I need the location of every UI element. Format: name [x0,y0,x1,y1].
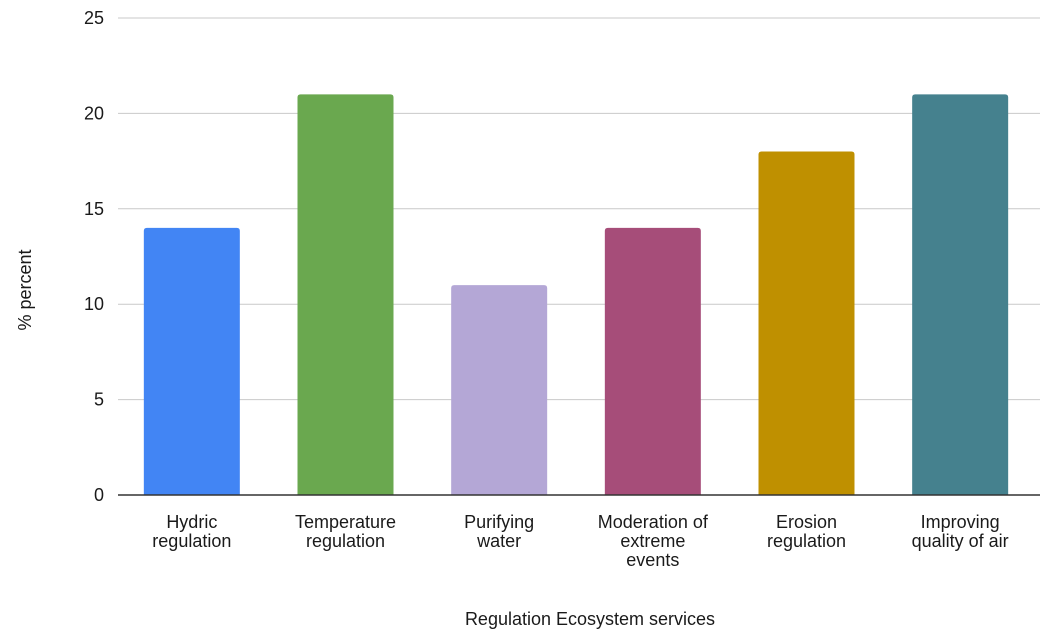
bar [758,151,855,495]
y-tick-label: 0 [94,485,104,505]
x-tick-label: Hydric regulation [152,512,231,551]
x-tick-label: Improving quality of air [912,512,1009,551]
y-tick-label: 5 [94,390,104,410]
bars [143,94,1009,495]
bar [912,94,1009,495]
y-tick-label: 20 [84,103,104,123]
axes: 0 5 10 15 20 25 Hydric regulation Temperature reg… [84,8,1040,570]
y-tick-label: 15 [84,199,104,219]
x-tick-label: Moderation of extreme events [598,512,709,570]
x-tick-label: Erosion regulation [767,512,846,551]
y-axis-title: % percent [15,249,35,330]
y-tick-label: 25 [84,8,104,28]
bar [297,94,394,495]
x-axis-title: Regulation Ecosystem services [465,609,715,629]
gridlines [118,17,1040,401]
x-tick-label: Purifying water [464,512,534,551]
bar [451,285,548,495]
bar [143,227,240,495]
x-tick-label: Temperature regulation [295,512,396,551]
bar [604,227,701,495]
y-tick-label: 10 [84,294,104,314]
